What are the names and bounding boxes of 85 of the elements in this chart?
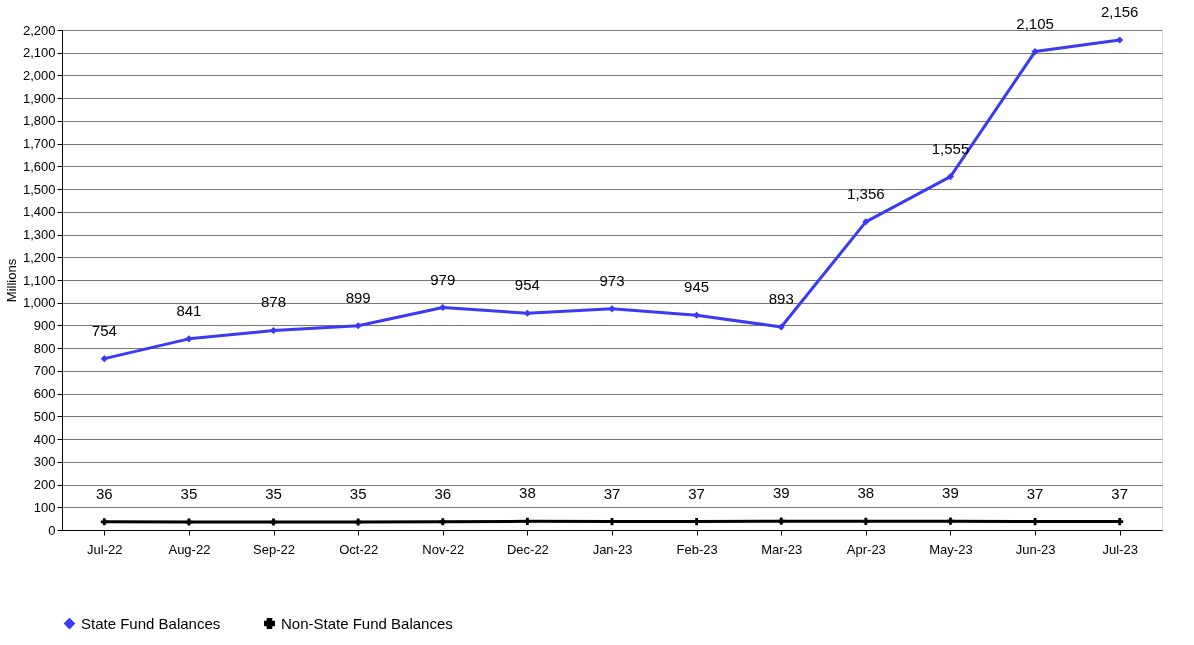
legend-label: State Fund Balances [81, 614, 221, 632]
y-tick-label: 1,600 [22, 158, 56, 174]
data-label: 878 [261, 293, 287, 311]
y-tick-label: 1,900 [22, 90, 56, 106]
y-tick-label: 100 [33, 499, 56, 515]
point [1031, 48, 1039, 56]
point [1116, 36, 1124, 44]
x-tick-label: May-23 [929, 541, 973, 557]
x-tick-label: Mar-23 [761, 541, 803, 557]
point [100, 355, 108, 363]
data-label: 35 [180, 485, 198, 503]
y-axis-title: Millions [3, 258, 19, 303]
data-label: 899 [345, 288, 371, 306]
point [523, 309, 531, 317]
x-tick-label: Jul-22 [87, 541, 123, 557]
x-tick-label: Jun-23 [1015, 541, 1056, 557]
y-tick-label: 1,200 [22, 249, 56, 265]
point [862, 517, 870, 525]
data-label: 2,156 [1100, 3, 1139, 20]
y-tick-label: 1,400 [22, 204, 56, 220]
data-label: 38 [519, 484, 536, 502]
data-label: 979 [430, 270, 456, 288]
data-label: 37 [688, 484, 705, 502]
data-label: 36 [95, 484, 113, 502]
data-label: 754 [91, 321, 117, 339]
data-label: 954 [514, 276, 540, 294]
y-tick-label: 2,000 [22, 67, 56, 83]
point [523, 517, 531, 525]
point [354, 322, 362, 330]
point [777, 323, 785, 331]
data-label: 973 [599, 271, 625, 289]
y-tick-label: 300 [33, 454, 56, 470]
x-tick-label: Nov-22 [422, 541, 465, 557]
data-label: 841 [176, 301, 202, 319]
point [693, 311, 701, 319]
point [439, 518, 447, 526]
point [777, 517, 785, 525]
x-tick-label: Aug-22 [168, 541, 211, 557]
data-label: 39 [772, 484, 790, 502]
x-tick-label: Oct-22 [339, 541, 379, 557]
data-label: 1,555 [931, 139, 970, 157]
x-tick-label: Dec-22 [506, 541, 549, 557]
x-tick-label: Feb-23 [676, 541, 718, 557]
data-label: 36 [434, 484, 452, 502]
y-tick-label: 1,500 [22, 181, 56, 197]
y-tick-label: 600 [33, 386, 56, 402]
data-label: 893 [768, 290, 794, 308]
y-tick-label: 2,200 [22, 22, 56, 38]
data-label: 2,105 [1016, 14, 1054, 32]
data-label: 38 [857, 484, 875, 502]
point [439, 303, 447, 312]
y-tick-label: 1,000 [22, 295, 56, 311]
point [862, 218, 870, 226]
x-tick-label: Sep-22 [253, 541, 295, 557]
y-tick-label: 2,100 [22, 45, 56, 61]
x-tick-label: Jul-23 [1102, 541, 1138, 557]
data-label: 35 [349, 485, 367, 503]
data-label: 1,356 [847, 184, 885, 202]
y-tick-label: 1,100 [22, 272, 56, 288]
y-tick-label: 700 [33, 363, 56, 379]
point [608, 305, 616, 313]
y-tick-label: 0 [48, 522, 56, 538]
point [946, 173, 954, 181]
data-label: 945 [684, 278, 710, 296]
point [354, 518, 362, 526]
data-label: 37 [603, 484, 621, 502]
y-tick-label: 1,300 [22, 227, 56, 243]
legend-label: Non-State Fund Balances [281, 614, 453, 632]
y-tick-label: 900 [33, 317, 56, 333]
y-tick-label: 800 [33, 340, 56, 356]
point [270, 518, 278, 526]
y-tick-label: 200 [33, 477, 56, 493]
x-tick-label: Jan-23 [592, 541, 633, 557]
data-label: 37 [1026, 484, 1044, 502]
x-tick-label: Apr-23 [846, 541, 886, 557]
data-label: 39 [942, 484, 959, 502]
y-tick-label: 1,700 [22, 136, 56, 152]
data-label: 35 [265, 485, 282, 503]
point [185, 335, 193, 343]
y-tick-label: 400 [33, 431, 56, 447]
y-tick-label: 500 [33, 408, 56, 424]
point [946, 517, 954, 525]
point [100, 518, 108, 526]
y-tick-label: 1,800 [22, 113, 56, 129]
data-label: 37 [1111, 484, 1129, 502]
